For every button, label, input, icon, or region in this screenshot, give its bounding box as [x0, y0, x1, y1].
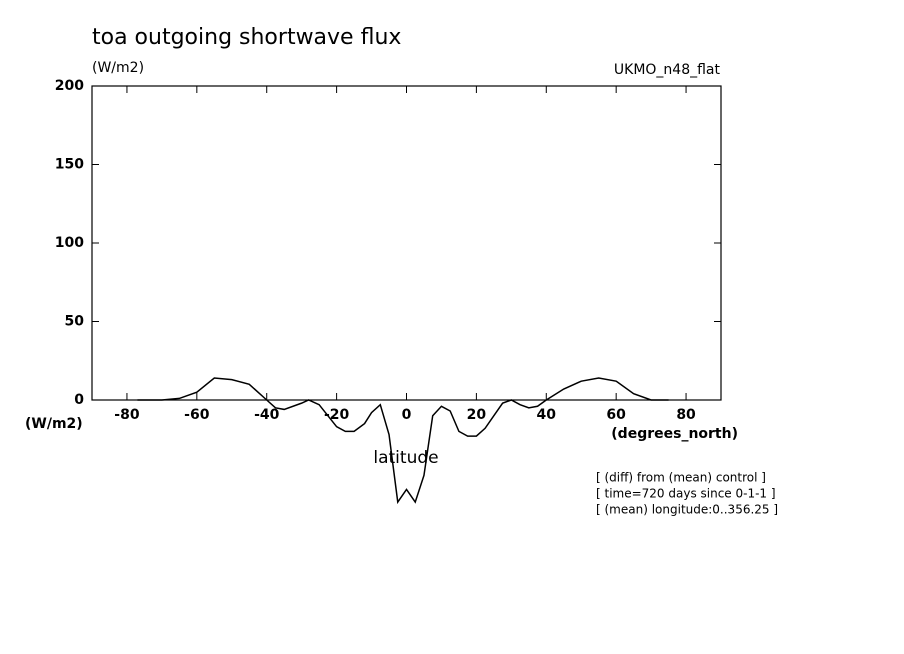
y-tick-label: 150 [55, 157, 84, 173]
x-tick-label: 40 [537, 407, 557, 423]
x-tick-label: 60 [606, 407, 626, 423]
y-tick-label: 50 [65, 314, 85, 330]
note: [ (mean) longitude:0..356.25 ] [596, 503, 778, 517]
note: [ time=720 days since 0-1-1 ] [596, 487, 776, 501]
data-line [137, 377, 669, 505]
plot-frame [91, 85, 722, 401]
y-tick-label: 200 [55, 78, 84, 94]
x-tick-label: -40 [254, 407, 280, 423]
y-tick-label: 100 [55, 235, 84, 251]
y-axis-label: (W/m2) [92, 60, 144, 76]
x-axis-label: latitude [373, 448, 438, 468]
x-tick-label: 20 [467, 407, 487, 423]
x-tick-label: -60 [184, 407, 210, 423]
subtitle: UKMO_n48_flat [614, 62, 721, 78]
note: [ (diff) from (mean) control ] [596, 471, 766, 485]
x-tick-label: 80 [676, 407, 696, 423]
x-units: (degrees_north) [611, 426, 738, 442]
x-tick-label: 0 [402, 407, 412, 423]
y-tick-label: 0 [74, 392, 84, 408]
chart-title: toa outgoing shortwave flux [92, 25, 401, 50]
x-tick-label: -80 [114, 407, 140, 423]
y-axis-label: (W/m2) [25, 416, 83, 432]
